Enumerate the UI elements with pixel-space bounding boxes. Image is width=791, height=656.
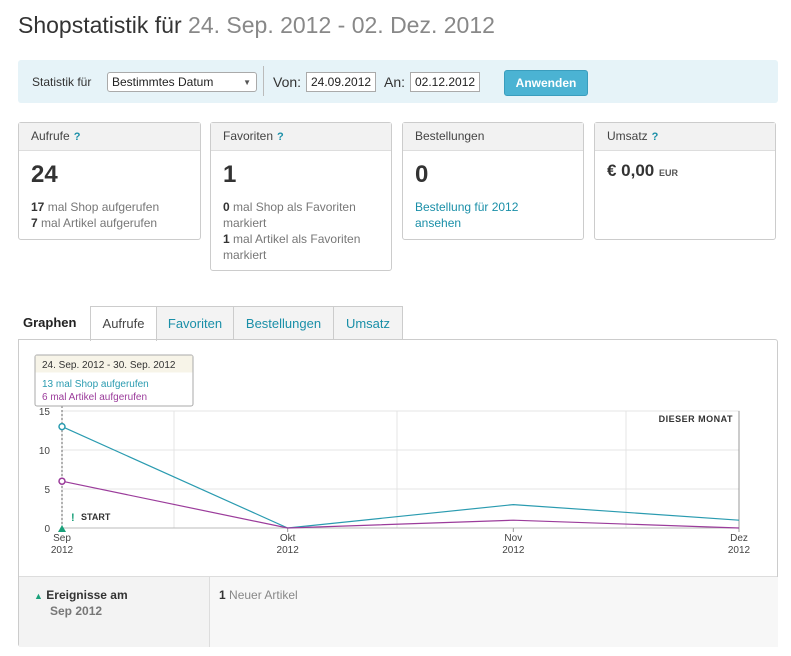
x-tick-label: Okt [280,533,296,544]
text: Neuer Artikel [229,588,298,602]
card: Aufrufe? 24 17 mal Shop aufgerufen 7 mal… [18,122,201,240]
to-input[interactable]: 02.12.2012 [410,72,481,92]
x-tick-label: Nov [504,533,522,544]
apply-button[interactable]: Anwenden [504,70,588,96]
tab[interactable]: Umsatz [333,306,403,340]
plot-area [61,410,740,529]
from-input[interactable]: 24.09.2012 [306,72,377,92]
card-value: € 0,00 [607,161,655,180]
x-tick-year: 2012 [728,545,751,556]
x-tick-year: 2012 [502,545,525,556]
tabs-label: Graphen [23,315,77,330]
series-line [61,480,740,529]
card-value: 24 [31,161,58,188]
date-range: 24. Sep. 2012 - 02. Dez. 2012 [188,12,495,38]
tooltip-line: 6 mal Artikel aufgerufen [42,392,147,403]
events: ▲ Ereignisse am Sep 2012 1 Neuer Artikel [19,576,778,647]
card: Favoriten? 1 0 mal Shop als Favoriten ma… [210,122,392,271]
card-value: 1 [223,161,237,188]
filter-label: Statistik für [32,75,92,89]
card-title: Bestellungen [415,129,485,143]
card: Umsatz? € 0,00 EUR [594,122,776,240]
start-marker [58,525,66,532]
tab[interactable]: Aufrufe [90,306,157,341]
date-select[interactable]: Bestimmtes Datum ▼ [107,72,257,92]
text: mal Artikel als Favoriten markiert [223,232,361,262]
text: mal Shop als Favoriten markiert [223,200,356,230]
tab[interactable]: Bestellungen [233,306,334,340]
card-title: Umsatz [607,129,648,143]
title: Shopstatistik für [18,12,182,38]
x-tick-label: Sep [53,533,71,544]
point [58,477,66,485]
chart-panel: 0 5 10 15 Sep 2012 Okt 2012 Nov 2012 Dez 2012! START… [18,339,778,647]
card-title: Favoriten [223,129,274,143]
x-tick-year: 2012 [277,545,300,556]
y-tick-label: 15 [39,407,51,418]
text: mal Shop aufgerufen [47,200,160,214]
tab[interactable]: Favoriten [156,306,234,340]
x-tick-label: Dez [730,533,748,544]
x-tick-year: 2012 [51,545,74,556]
tooltip-line: 13 mal Shop aufgerufen [42,379,149,390]
events-date: Sep 2012 [50,604,103,618]
page-title: Shopstatistik für 24. Sep. 2012 - 02. De… [18,12,495,39]
num: 1 [223,232,230,246]
unit: EUR [659,168,679,178]
card-value: 0 [415,161,429,188]
y-tick-label: 0 [44,524,50,535]
num: 7 [31,216,38,230]
start-icon: ! [71,512,75,524]
card: Bestellungen 0 Bestellung für 2012 anseh… [402,122,584,240]
help[interactable]: ? [277,131,284,143]
start-label: START [81,512,111,522]
filter-bar: Statistik für Bestimmtes Datum ▼ Von: 24.… [18,60,778,103]
y-tick-label: 10 [39,446,51,457]
tooltip-title: 24. Sep. 2012 - 30. Sep. 2012 [42,360,176,371]
period-label: DIESER MONAT [659,414,733,424]
to-label: An: [384,74,406,90]
point [58,422,66,431]
tooltip-head [35,355,193,373]
select-value: Bestimmtes Datum [112,75,214,89]
orders-link[interactable]: Bestellung für 2012 ansehen [415,200,519,230]
events-title: Ereignisse am [46,588,128,602]
num: 1 [219,588,226,602]
num: 0 [223,200,230,214]
text: mal Artikel aufgerufen [41,216,158,230]
card-title: Aufrufe [31,129,70,143]
from-label: Von: [273,74,302,90]
help[interactable]: ? [73,131,81,143]
y-tick-label: 5 [44,485,50,496]
series-line [61,426,740,529]
help[interactable]: ? [651,131,659,143]
num: 17 [31,200,45,214]
